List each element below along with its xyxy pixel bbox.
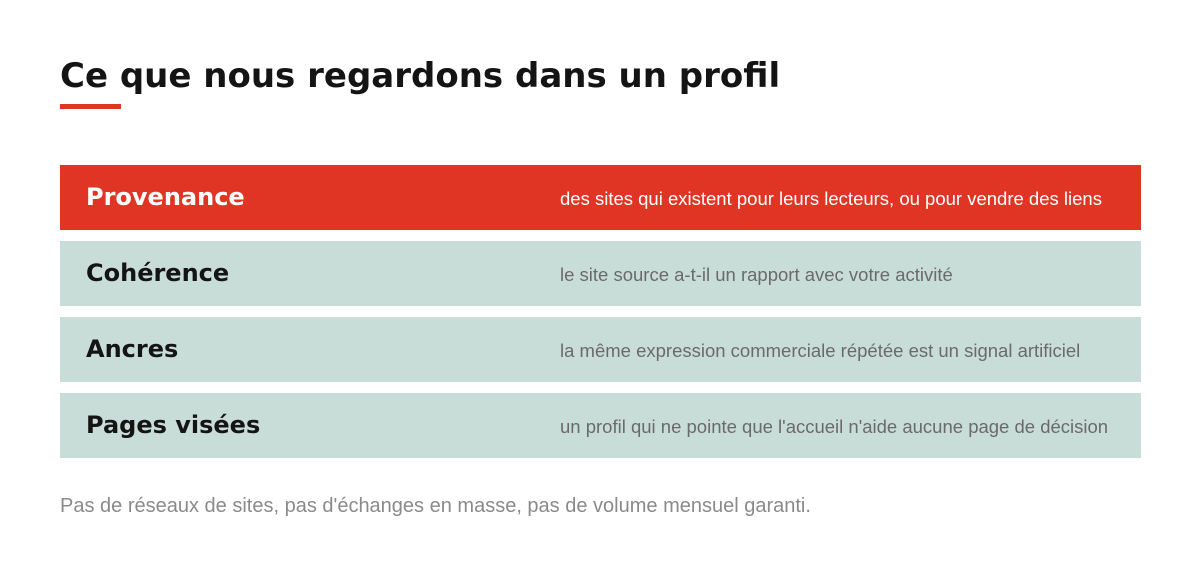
- criterion-name: Pages visées: [86, 411, 261, 439]
- page-title: Ce que nous regardons dans un profil: [60, 56, 781, 96]
- criterion-description: des sites qui existent pour leurs lecteu…: [560, 188, 1102, 209]
- criterion-description: un profil qui ne pointe que l'accueil n'…: [560, 416, 1109, 437]
- criterion-name: Ancres: [86, 335, 179, 363]
- footnote: Pas de réseaux de sites, pas d'échanges …: [60, 495, 811, 517]
- criteria-list: Provenance des sites qui existent pour l…: [60, 165, 1141, 469]
- criterion-description: la même expression commerciale répétée e…: [560, 340, 1081, 361]
- criterion-name: Cohérence: [86, 259, 230, 287]
- title-accent-underline: [60, 104, 121, 109]
- criterion-name: Provenance: [86, 183, 245, 211]
- criterion-row-coherence: Cohérence le site source a-t-il un rappo…: [60, 241, 1141, 306]
- criterion-row-ancres: Ancres la même expression commerciale ré…: [60, 317, 1141, 382]
- criterion-row-pages-visees: Pages visées un profil qui ne pointe que…: [60, 393, 1141, 458]
- criterion-row-provenance: Provenance des sites qui existent pour l…: [60, 165, 1141, 230]
- criterion-description: le site source a-t-il un rapport avec vo…: [560, 264, 953, 285]
